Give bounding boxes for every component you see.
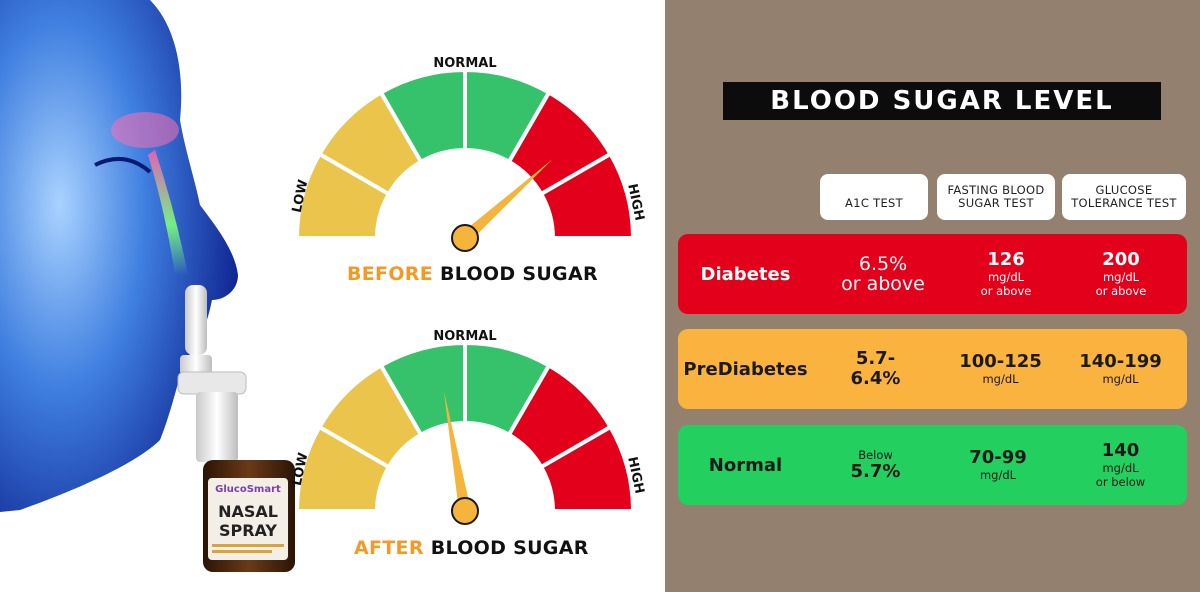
gauge-after-segments	[294, 340, 636, 513]
cell-normal-a1c-value: 5.7%	[850, 461, 901, 482]
cell-prediabetes-a1c: 5.7- 6.4%	[818, 329, 933, 409]
column-header-fasting: FASTING BLOOD SUGAR TEST	[937, 174, 1055, 220]
cell-normal-tolerance: 140 mg/dL or below	[1063, 425, 1178, 505]
table-row-normal: Normal Below 5.7% 70-99 mg/dL 140 mg/dL …	[678, 425, 1187, 505]
gauge-after-needle-pointer	[443, 390, 471, 513]
row-label-prediabetes: PreDiabetes	[683, 358, 808, 380]
gauge-after-needle	[443, 390, 479, 525]
cell-normal-tolerance-value: 140	[1101, 440, 1140, 461]
cell-diabetes-fasting-qualifier: or above	[980, 284, 1032, 298]
gauge-before-title-rest: BLOOD SUGAR	[439, 263, 598, 285]
cell-prediabetes-a1c-value-line1: 5.7-	[855, 348, 896, 369]
table-title: BLOOD SUGAR LEVEL	[723, 82, 1161, 120]
column-header-fasting-line2: SUGAR TEST	[958, 196, 1034, 210]
cell-diabetes-fasting-value: 126	[987, 249, 1025, 270]
column-header-a1c-line1: A1C TEST	[845, 195, 903, 210]
gauge-before-needle-pointer	[460, 159, 553, 243]
gauge-before-title-accent: BEFORE	[347, 263, 434, 285]
gauge-after-title-rest: BLOOD SUGAR	[430, 537, 589, 559]
cell-diabetes-a1c: 6.5% or above	[818, 234, 948, 314]
gauge-before-segment-6	[538, 151, 636, 240]
svg-text:GlucoSmart: GlucoSmart	[215, 484, 281, 495]
cell-diabetes-fasting: 126 mg/dL or above	[946, 234, 1066, 314]
cell-diabetes-tolerance-value: 200	[1102, 249, 1140, 270]
cell-prediabetes-fasting: 100-125 mg/dL	[938, 329, 1063, 409]
cell-prediabetes-fasting-value: 100-125	[959, 351, 1042, 372]
column-header-tolerance-line2: TOLERANCE TEST	[1071, 196, 1177, 210]
table-row-diabetes: Diabetes 6.5% or above 126 mg/dL or abov…	[678, 234, 1187, 314]
cell-normal-fasting-value: 70-99	[969, 447, 1027, 468]
cell-normal-fasting-unit: mg/dL	[979, 468, 1017, 482]
column-header-tolerance: GLUCOSE TOLERANCE TEST	[1062, 174, 1186, 220]
gauge-after-normal-label: NORMAL	[433, 329, 496, 344]
gauge-before-needle	[451, 159, 553, 252]
cell-diabetes-a1c-qualifier: or above	[841, 273, 925, 295]
cell-prediabetes-tolerance-value: 140-199	[1079, 351, 1162, 372]
gauge-before-title: BEFORE BLOOD SUGAR	[347, 263, 598, 285]
gauge-after-needle-hub	[451, 497, 479, 525]
gauge-after-title-accent: AFTER	[354, 537, 424, 559]
row-label-diabetes: Diabetes	[700, 263, 791, 285]
svg-text:SPRAY: SPRAY	[219, 521, 277, 540]
cell-normal-tolerance-unit: mg/dL	[1102, 461, 1139, 475]
cell-normal-tolerance-qualifier: or below	[1095, 475, 1146, 489]
cell-diabetes-fasting-unit: mg/dL	[987, 270, 1025, 284]
cell-normal-fasting: 70-99 mg/dL	[938, 425, 1058, 505]
gauge-before: NORMAL LOW HIGH	[290, 56, 647, 252]
cell-diabetes-tolerance-unit: mg/dL	[1102, 270, 1140, 284]
cell-normal-a1c: Below 5.7%	[818, 425, 933, 505]
table-row-prediabetes: PreDiabetes 5.7- 6.4% 100-125 mg/dL 140-…	[678, 329, 1187, 409]
gauge-after-title: AFTER BLOOD SUGAR	[354, 537, 589, 559]
illustration-panel: GlucoSmart NASAL SPRAY NORMAL LOW HIGH B…	[0, 0, 647, 572]
svg-text:NASAL: NASAL	[218, 502, 278, 521]
cell-prediabetes-a1c-value-line2: 6.4%	[850, 368, 901, 389]
row-label-normal: Normal	[708, 454, 783, 476]
cell-prediabetes-tolerance: 140-199 mg/dL	[1063, 329, 1178, 409]
gauge-after: NORMAL LOW HIGH	[290, 329, 647, 525]
nasal-spray-bottle: GlucoSmart NASAL SPRAY	[177, 285, 295, 572]
cell-diabetes-tolerance: 200 mg/dL or above	[1066, 234, 1176, 314]
column-header-tolerance-line1: GLUCOSE	[1095, 183, 1153, 197]
cell-prediabetes-fasting-unit: mg/dL	[982, 372, 1019, 386]
face-illustration: GlucoSmart NASAL SPRAY	[0, 0, 295, 572]
gauge-before-low-label: LOW	[290, 178, 311, 214]
column-header-fasting-line1: FASTING BLOOD	[947, 183, 1045, 197]
cell-diabetes-tolerance-qualifier: or above	[1095, 284, 1147, 298]
gauge-before-needle-hub	[451, 224, 479, 252]
gauge-after-segment-6	[538, 424, 636, 513]
column-header-a1c: A1C TEST	[820, 174, 928, 220]
gauge-after-low-label: LOW	[290, 451, 311, 487]
cell-diabetes-a1c-value: 6.5%	[858, 253, 908, 275]
cell-normal-a1c-qualifier: Below	[858, 448, 893, 462]
gauge-before-segments	[294, 67, 636, 240]
gauge-before-normal-label: NORMAL	[433, 56, 496, 71]
cell-prediabetes-tolerance-unit: mg/dL	[1102, 372, 1139, 386]
